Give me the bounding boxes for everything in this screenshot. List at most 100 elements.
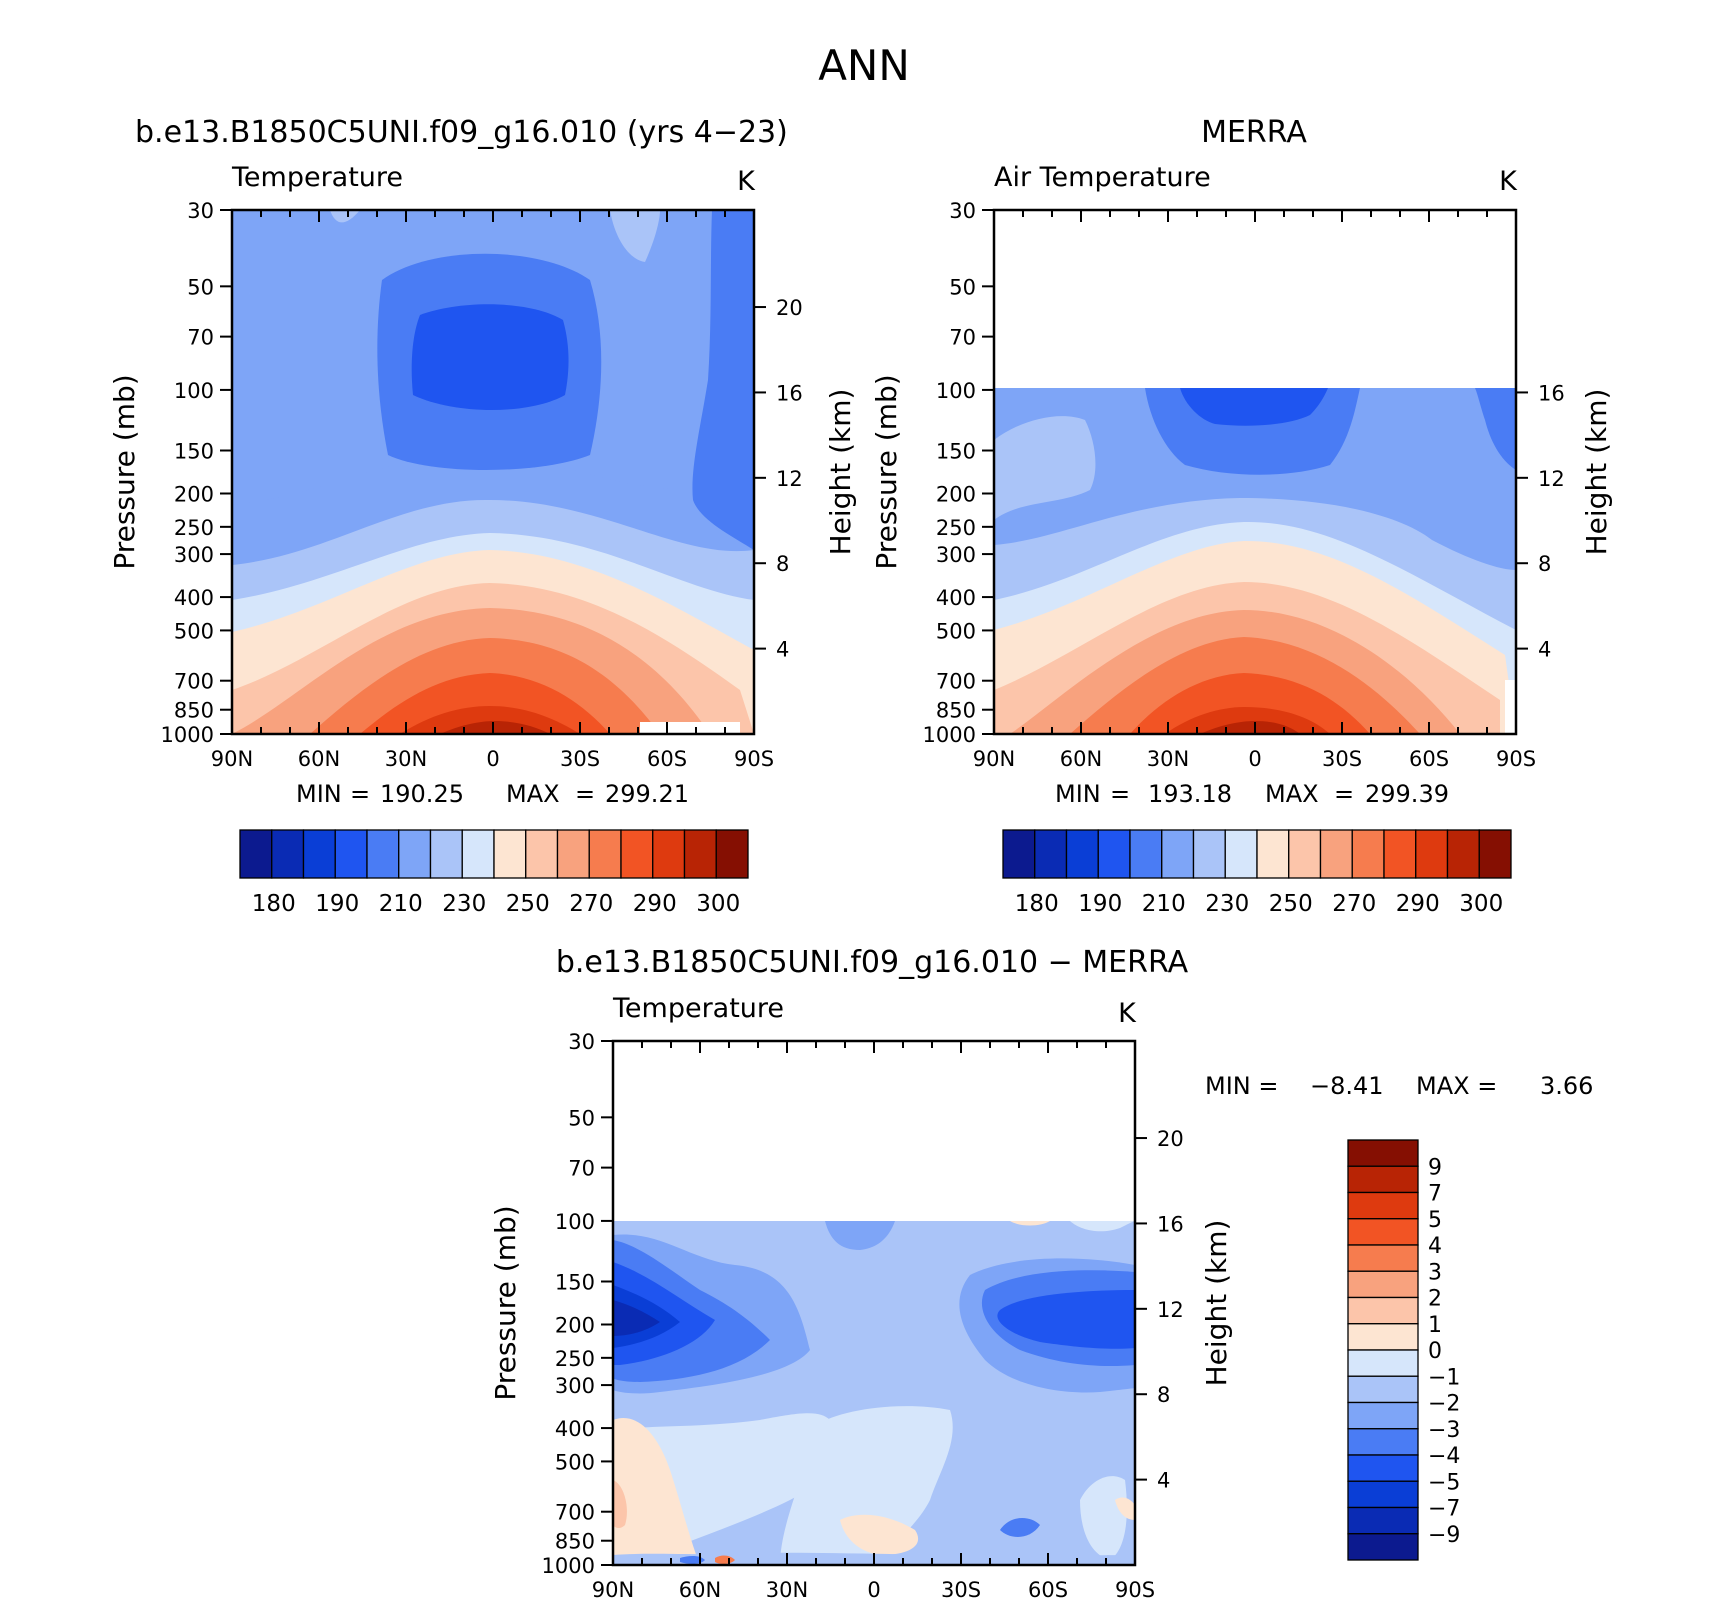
colorbar-swatch [1347,1480,1419,1509]
colorbar-swatch [366,829,400,879]
diff-ylabel: Pressure (mb) [489,1205,522,1400]
diff-panel-title: b.e13.B1850C5UNI.f09_g16.010 − MERRA [556,945,1189,980]
diff-max-value: 3.66 [1540,1072,1593,1100]
obs-ylabel: Pressure (mb) [870,374,903,569]
x-tick-label: 60N [679,1578,721,1600]
colorbar-label: 0 [1428,1339,1442,1364]
pressure-tick-label: 100 [174,379,214,403]
pressure-tick-label: 250 [174,516,214,540]
colorbar-label: 190 [1078,891,1122,917]
diff-contour-field [613,1221,1135,1565]
x-tick-label: 60S [647,747,687,771]
colorbar-swatch [1192,829,1226,879]
colorbar-label: −4 [1428,1444,1460,1469]
colorbar-swatch [1347,1428,1419,1456]
diff-panel-subtitle: Temperature [612,993,784,1024]
obs-units-label: K [1499,166,1518,197]
obs-panel: MERRA Air Temperature K 30 50 70 100 150 200 2… [870,115,1613,917]
colorbar-swatch [683,829,717,879]
colorbar-swatch [1224,829,1258,879]
model-panel-title: b.e13.B1850C5UNI.f09_g16.010 (yrs 4−23) [135,115,788,150]
colorbar-swatch [1347,1349,1419,1377]
colorbar-swatch [1097,829,1131,879]
model-max-eq: = [575,780,595,808]
colorbar-swatch [1415,829,1449,879]
pressure-tick-label: 300 [555,1374,595,1398]
pressure-tick-label: 30 [568,1030,595,1054]
pressure-tick-label: 200 [936,482,976,506]
pressure-tick-label: 500 [174,619,214,643]
model-colorbar: 180 190 210 230 250 270 290 300 [239,829,749,917]
model-panel: b.e13.B1850C5UNI.f09_g16.010 (yrs 4−23) … [108,115,857,917]
x-tick-label: 0 [486,747,499,771]
colorbar-swatch [1319,829,1353,879]
pressure-tick-label: 1000 [161,723,214,747]
colorbar-swatch [1347,1296,1419,1325]
obs-min-value: 193.18 [1148,780,1232,808]
obs-max-label: MAX [1265,780,1319,808]
pressure-tick-label: 250 [555,1347,595,1371]
pressure-tick-label: 500 [936,619,976,643]
height-tick-label: 12 [1538,467,1565,491]
x-tick-label: 30N [766,1578,808,1600]
x-tick-label: 0 [867,1578,880,1600]
colorbar-swatch [1347,1244,1419,1272]
x-tick-label: 60S [1028,1578,1068,1600]
pressure-tick-label: 100 [555,1210,595,1234]
x-tick-label: 30N [1147,747,1189,771]
colorbar-swatch [1288,829,1322,879]
colorbar-swatch [493,829,527,879]
colorbar-label: 230 [1205,891,1249,917]
pressure-tick-label: 850 [555,1530,595,1554]
obs-min-eq: = [1110,780,1130,808]
x-tick-label: 60N [1060,747,1102,771]
colorbar-swatch [1347,1454,1419,1482]
obs-min-label: MIN [1055,780,1101,808]
pressure-tick-label: 150 [936,440,976,464]
x-tick-label: 30S [941,1578,981,1600]
colorbar-swatch [461,829,495,879]
diff-units-label: K [1118,998,1137,1029]
colorbar-label: 190 [315,891,359,917]
colorbar-swatch [1034,829,1068,879]
diff-min-label: MIN = [1205,1072,1278,1100]
colorbar-swatch [1347,1139,1419,1167]
colorbar-label: 2 [1428,1287,1442,1312]
pressure-tick-label: 400 [936,586,976,610]
pressure-tick-label: 850 [174,699,214,723]
colorbar-label: 210 [1142,891,1186,917]
obs-panel-subtitle: Air Temperature [994,162,1211,193]
colorbar-label: −9 [1428,1523,1460,1548]
pressure-tick-label: 100 [936,379,976,403]
colorbar-label: 5 [1428,1208,1442,1233]
colorbar-label: 230 [442,891,486,917]
obs-colorbar: 180 190 210 230 250 270 290 300 [1002,829,1512,917]
colorbar-label: −3 [1428,1418,1460,1443]
colorbar-label: 4 [1428,1234,1442,1259]
pressure-tick-label: 1000 [542,1554,595,1578]
colorbar-swatch [1347,1375,1419,1404]
obs-contour-field [994,388,1516,734]
x-tick-label: 90S [1496,747,1536,771]
obs-max-eq: = [1334,780,1354,808]
colorbar-label: 290 [1396,891,1440,917]
x-tick-label: 0 [1248,747,1261,771]
x-tick-label: 90N [592,1578,634,1600]
pressure-tick-label: 700 [174,670,214,694]
colorbar-swatch [1347,1191,1419,1220]
pressure-tick-label: 1000 [923,723,976,747]
obs-x-ticks: 90N 60N 30N 0 30S 60S 90S [973,210,1536,771]
x-tick-label: 60N [298,747,340,771]
model-contour-field [232,210,754,734]
figure-title: ANN [818,41,910,90]
pressure-tick-label: 30 [949,199,976,223]
colorbar-label: 7 [1428,1182,1442,1207]
height-tick-label: 4 [1538,638,1551,662]
colorbar-swatch [1383,829,1417,879]
pressure-tick-label: 700 [555,1501,595,1525]
pressure-tick-label: 70 [568,1157,595,1181]
colorbar-swatch [1347,1506,1419,1535]
